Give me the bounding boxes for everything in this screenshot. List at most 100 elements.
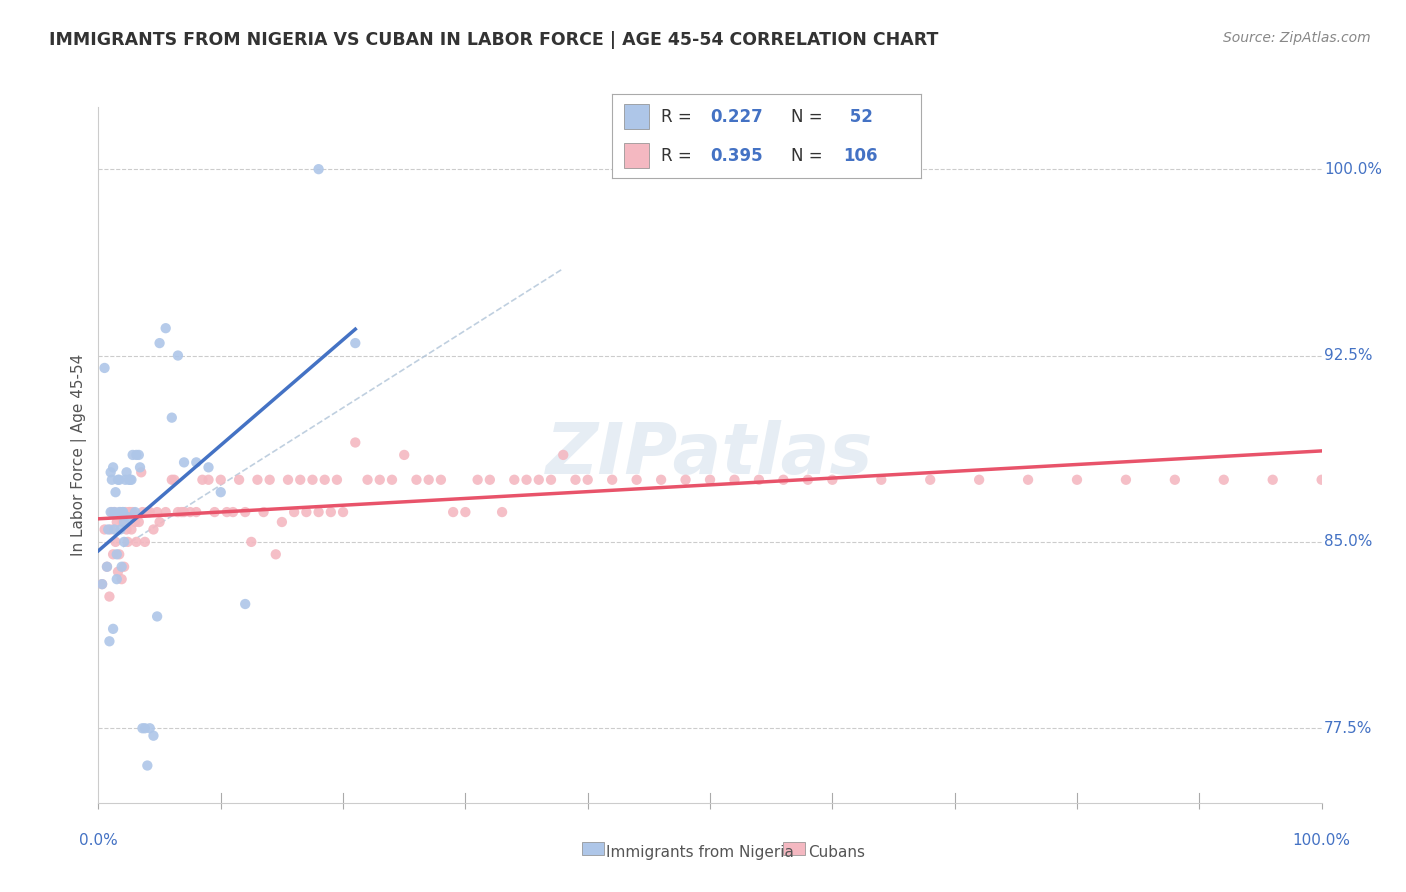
Point	[295, 505, 318, 519]
Text: 0.227: 0.227	[710, 108, 763, 126]
Point	[115, 466, 138, 480]
Point	[967, 473, 990, 487]
Point	[314, 473, 336, 487]
Point	[186, 505, 208, 519]
Text: R =: R =	[661, 108, 697, 126]
Text: R =: R =	[661, 146, 697, 164]
Point	[381, 473, 404, 487]
Point	[441, 505, 464, 519]
Point	[626, 473, 648, 487]
Point	[368, 473, 391, 487]
Point	[160, 410, 183, 425]
Text: Immigrants from Nigeria: Immigrants from Nigeria	[606, 846, 794, 861]
Point	[467, 473, 489, 487]
Point	[160, 473, 183, 487]
Point	[139, 505, 162, 519]
Point	[120, 473, 142, 487]
Point	[491, 505, 513, 519]
Point	[197, 473, 219, 487]
Point	[100, 466, 122, 480]
Point	[344, 435, 367, 450]
Point	[163, 473, 186, 487]
Point	[125, 535, 148, 549]
Point	[186, 455, 208, 469]
Text: Cubans: Cubans	[808, 846, 865, 861]
Point	[105, 515, 128, 529]
Text: 92.5%: 92.5%	[1324, 348, 1372, 363]
Point	[454, 505, 477, 519]
Point	[136, 758, 159, 772]
Point	[112, 535, 135, 549]
Point	[1310, 473, 1333, 487]
Point	[515, 473, 537, 487]
Point	[167, 349, 190, 363]
Point	[101, 473, 124, 487]
Point	[118, 505, 141, 519]
Point	[101, 460, 124, 475]
Point	[103, 505, 125, 519]
Point	[283, 505, 305, 519]
Point	[1261, 473, 1284, 487]
Point	[146, 505, 169, 519]
Text: IMMIGRANTS FROM NIGERIA VS CUBAN IN LABOR FORCE | AGE 45-54 CORRELATION CHART: IMMIGRANTS FROM NIGERIA VS CUBAN IN LABO…	[49, 31, 939, 49]
Point	[797, 473, 820, 487]
Point	[105, 572, 128, 586]
Point	[344, 336, 367, 351]
Point	[252, 505, 274, 519]
Point	[290, 473, 312, 487]
Point	[124, 505, 146, 519]
Point	[117, 510, 139, 524]
Text: 52: 52	[844, 108, 873, 126]
Point	[155, 505, 177, 519]
Point	[134, 535, 156, 549]
Point	[111, 559, 134, 574]
Text: 106: 106	[844, 146, 879, 164]
Point	[100, 505, 122, 519]
Point	[149, 515, 172, 529]
Point	[197, 460, 219, 475]
Point	[120, 505, 142, 519]
Point	[128, 515, 150, 529]
Point	[405, 473, 427, 487]
Point	[418, 473, 440, 487]
Point	[503, 473, 526, 487]
Point	[870, 473, 893, 487]
Text: 85.0%: 85.0%	[1324, 534, 1372, 549]
Text: 100.0%: 100.0%	[1292, 832, 1351, 847]
Point	[142, 729, 165, 743]
Text: 77.5%: 77.5%	[1324, 721, 1372, 736]
Point	[228, 473, 250, 487]
Point	[1017, 473, 1039, 487]
Point	[1066, 473, 1088, 487]
Point	[308, 162, 330, 177]
Point	[564, 473, 586, 487]
Point	[173, 455, 195, 469]
Point	[128, 448, 150, 462]
Point	[108, 547, 131, 561]
Point	[430, 473, 453, 487]
Point	[179, 505, 201, 519]
Point	[104, 485, 127, 500]
Point	[264, 547, 287, 561]
Point	[191, 473, 214, 487]
Point	[111, 505, 134, 519]
FancyBboxPatch shape	[783, 842, 806, 855]
Point	[723, 473, 745, 487]
Point	[91, 577, 114, 591]
Point	[699, 473, 721, 487]
Point	[675, 473, 697, 487]
Point	[120, 523, 142, 537]
Point	[121, 448, 143, 462]
Point	[101, 547, 124, 561]
Point	[246, 473, 269, 487]
Point	[101, 505, 124, 519]
Point	[110, 523, 132, 537]
Point	[97, 523, 120, 537]
Point	[600, 473, 623, 487]
Point	[96, 559, 118, 574]
Point	[111, 505, 134, 519]
Point	[319, 505, 342, 519]
Point	[112, 559, 135, 574]
Point	[277, 473, 299, 487]
Point	[108, 473, 131, 487]
